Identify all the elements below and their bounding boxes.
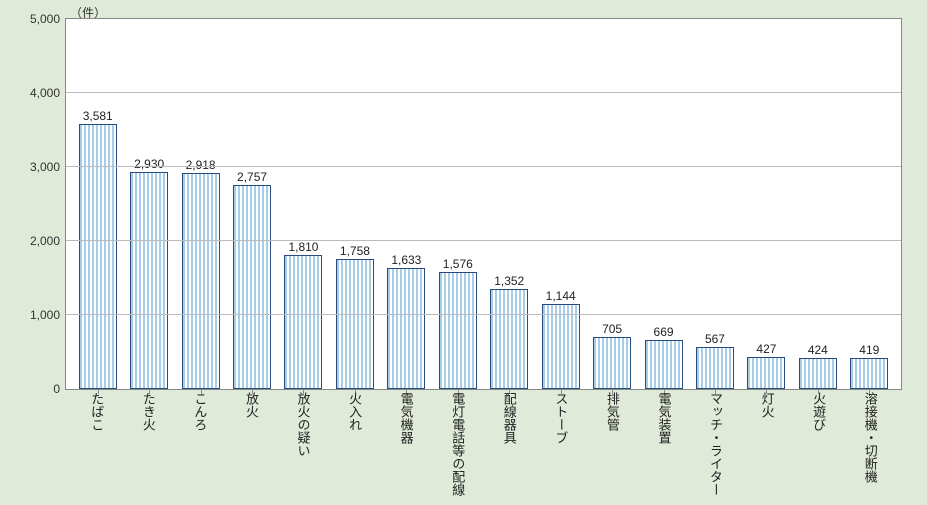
bar-value-label: 1,144 [546,289,576,303]
bar-value-label: 1,758 [340,244,370,258]
grid-line [66,240,901,241]
x-axis-label: 電灯電話等の配線 [432,392,484,496]
x-axis-label-text: ストーブ [554,392,567,496]
bar-slot: 669 [638,19,689,389]
bar: 427 [747,357,785,389]
x-axis-label: 溶接機・切断機 [844,392,896,496]
x-axis-label-text: たばこ [90,392,103,496]
x-axis-label-text: 放火の疑い [297,392,310,496]
bar: 1,810 [284,255,322,389]
x-axis-label: 火遊び [793,392,845,496]
y-tick-label: 1,000 [30,308,60,322]
bar-value-label: 424 [808,343,828,357]
x-axis-label: マッチ・ライター [690,392,742,496]
bar: 567 [696,347,734,389]
x-axis-label: こんろ [174,392,226,496]
bar-value-label: 2,930 [134,157,164,171]
bar: 1,576 [439,272,477,389]
x-axis-label-text: 火入れ [348,392,361,496]
bar-slot: 1,576 [432,19,483,389]
bar-value-label: 1,633 [391,253,421,267]
y-tick-label: 5,000 [30,12,60,26]
bars-container: 3,581 2,930 2,918 2,757 1,810 1,758 1,633 1,576… [66,19,901,389]
x-axis-label-text: 配線器具 [503,392,516,496]
bar: 419 [850,358,888,389]
x-axis-label-text: 溶接機・切断機 [864,392,877,496]
x-axis-label: たき火 [123,392,175,496]
bar-value-label: 567 [705,332,725,346]
x-axis-labels: たばこ たき火 こんろ 放火 放火の疑い 火入れ 電気機器 電灯電話等の配線 配線器具 ストーブ 排… [65,392,902,496]
x-axis-label-text: こんろ [193,392,206,496]
bar-slot: 567 [689,19,740,389]
x-axis-label-text: たき火 [142,392,155,496]
y-tick-label: 4,000 [30,86,60,100]
bar-slot: 1,810 [278,19,329,389]
bar-slot: 1,352 [484,19,535,389]
x-axis-label: ストーブ [535,392,587,496]
x-axis-label: たばこ [71,392,123,496]
bar-value-label: 1,352 [494,274,524,288]
x-axis-label: 灯火 [741,392,793,496]
bar: 3,581 [79,124,117,389]
x-axis-label: 配線器具 [484,392,536,496]
x-axis-label: 電気機器 [380,392,432,496]
bar: 705 [593,337,631,389]
bar-slot: 1,758 [329,19,380,389]
bar-slot: 705 [586,19,637,389]
x-axis-label-text: 放火 [245,392,258,496]
bar: 2,918 [182,173,220,389]
bar-slot: 1,633 [381,19,432,389]
y-tick-label: 3,000 [30,160,60,174]
x-axis-label: 火入れ [329,392,381,496]
plot-area: 3,581 2,930 2,918 2,757 1,810 1,758 1,633 1,576… [65,18,902,390]
bar-slot: 3,581 [72,19,123,389]
bar: 2,757 [233,185,271,389]
bar-slot: 2,757 [226,19,277,389]
x-axis-label-text: マッチ・ライター [709,392,722,496]
x-axis-label-text: 電気機器 [400,392,413,496]
bar-slot: 2,930 [123,19,174,389]
bar-value-label: 2,757 [237,170,267,184]
y-tick-label: 0 [53,382,60,396]
bar: 424 [799,358,837,389]
bar: 1,758 [336,259,374,389]
bar: 1,144 [542,304,580,389]
bar-value-label: 1,810 [288,240,318,254]
x-axis-label: 電気装置 [638,392,690,496]
bar: 1,633 [387,268,425,389]
bar-slot: 424 [792,19,843,389]
bar: 1,352 [490,289,528,389]
bar-value-label: 669 [654,325,674,339]
bar-slot: 2,918 [175,19,226,389]
grid-line [66,314,901,315]
grid-line [66,166,901,167]
x-axis-label: 放火の疑い [277,392,329,496]
grid-line [66,92,901,93]
bar-value-label: 705 [602,322,622,336]
bar-value-label: 427 [756,342,776,356]
x-axis-label-text: 電気装置 [657,392,670,496]
bar-value-label: 419 [859,343,879,357]
bar: 2,930 [130,172,168,389]
fire-cause-bar-chart: （件） 3,5812,9302,9182,7571,8101,7581,6331… [0,0,927,505]
x-axis-label: 排気管 [587,392,639,496]
bar-slot: 419 [844,19,895,389]
x-axis-label-text: 電灯電話等の配線 [451,392,464,496]
x-axis-label-text: 火遊び [812,392,825,496]
x-axis-label-text: 灯火 [761,392,774,496]
bar-value-label: 3,581 [83,109,113,123]
x-axis-label: 放火 [226,392,278,496]
y-tick-label: 2,000 [30,234,60,248]
bar-slot: 1,144 [535,19,586,389]
bar-value-label: 1,576 [443,257,473,271]
bar: 669 [645,340,683,390]
bar-slot: 427 [741,19,792,389]
x-axis-label-text: 排気管 [606,392,619,496]
